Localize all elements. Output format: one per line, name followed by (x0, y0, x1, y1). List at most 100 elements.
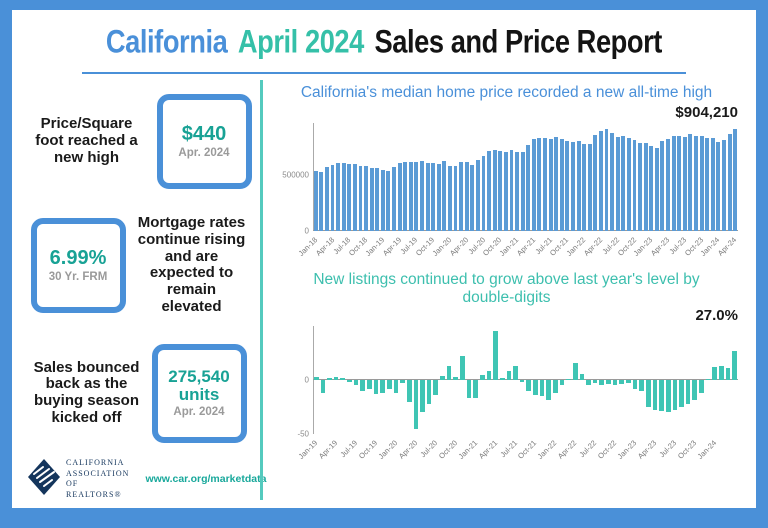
bar (679, 380, 684, 408)
bar (414, 162, 419, 232)
footer: CALIFORNIA ASSOCIATION OF REALTORS® www.… (24, 458, 266, 500)
bar (699, 380, 704, 394)
x-tick-label: Apr-22 (556, 438, 579, 461)
median-price-chart-title: California's median home price recorded … (300, 84, 713, 101)
bar (612, 380, 618, 386)
bar (519, 380, 525, 383)
bar (493, 331, 498, 381)
x-tick-label: Jul-23 (657, 438, 679, 460)
title-month: April 2024 (237, 23, 364, 60)
bar (654, 147, 659, 232)
x-tick-label: Jan-23 (615, 438, 639, 461)
new-listings-title-line2: double-digits (462, 288, 551, 306)
car-logo-icon (28, 458, 60, 500)
bar (626, 380, 631, 384)
x-tick-label: Apr-20 (396, 438, 420, 461)
stat-sales-units-text: Sales bounced back as the buying season … (33, 358, 140, 427)
bar (716, 141, 721, 232)
bar (464, 162, 469, 232)
y-tick-label: 500000 (282, 170, 309, 180)
bar (582, 144, 587, 232)
bar (626, 138, 631, 232)
bar (426, 380, 432, 404)
bar (498, 150, 503, 232)
bar (340, 377, 346, 381)
bar (313, 376, 319, 381)
bar (327, 377, 332, 381)
bar (369, 168, 374, 232)
bar (442, 161, 447, 232)
stat-price-per-sqft-caption: Apr. 2024 (178, 147, 230, 160)
stat-mortgage-rate-caption: 30 Yr. FRM (48, 271, 108, 284)
bar (699, 135, 704, 232)
bar (420, 380, 425, 413)
bar (705, 379, 711, 381)
marketdata-link[interactable]: www.car.org/marketdata (145, 473, 267, 486)
stat-sales-units: Sales bounced back as the buying season … (24, 343, 254, 443)
bar (546, 380, 551, 400)
bar (576, 140, 581, 232)
title-report: Sales and Price Report (374, 23, 663, 60)
bar (712, 367, 717, 381)
new-listings-y-axis (313, 326, 314, 435)
bar (347, 164, 352, 232)
bar (403, 161, 408, 232)
bar (513, 366, 518, 381)
bar (470, 164, 475, 232)
bar (531, 138, 536, 232)
bar (598, 130, 603, 232)
bar (440, 375, 445, 381)
bar (459, 161, 464, 232)
x-tick-label: Apr-21 (476, 438, 499, 461)
bar (599, 380, 605, 386)
bar (393, 380, 399, 394)
bar (543, 138, 547, 232)
bar (433, 380, 439, 396)
bar (586, 380, 591, 386)
bar (533, 380, 538, 396)
bar (559, 139, 564, 232)
bar (649, 145, 654, 232)
bar (677, 136, 682, 232)
bar (520, 151, 525, 232)
x-tick-label: Jan-22 (535, 438, 559, 461)
bar (358, 165, 363, 232)
bar (453, 376, 459, 381)
stat-price-per-sqft: Price/Square foot reached a new high $44… (24, 94, 254, 189)
bar (671, 136, 676, 232)
new-listings-chart: 27.0% 0 -50 (297, 307, 738, 439)
bar (392, 167, 396, 232)
median-price-x-axis-labels: Jan-18 Apr-18 Jul-18 Oct-18 Jan-19 Apr-19 Jul-… (296, 231, 738, 263)
bar (552, 380, 558, 394)
bar (727, 134, 732, 232)
bar (672, 380, 678, 411)
bar (380, 170, 385, 232)
bar (503, 151, 508, 232)
bar (733, 128, 738, 232)
bar (481, 155, 486, 232)
bar (324, 167, 329, 232)
bar (431, 162, 436, 232)
bar (380, 380, 385, 394)
x-tick-label: Jan-20 (376, 438, 400, 461)
bar (400, 380, 405, 384)
median-price-annotation: $904,210 (675, 104, 738, 122)
x-tick-label: Apr-19 (317, 438, 340, 461)
bar (486, 371, 492, 381)
bar (559, 380, 565, 386)
stat-price-per-sqft-box: $440 Apr. 2024 (156, 94, 252, 189)
bar (386, 380, 392, 389)
bar (453, 165, 458, 232)
bar (386, 170, 391, 232)
bar (526, 380, 532, 391)
bar (572, 362, 578, 381)
bar (515, 151, 519, 232)
bar (710, 138, 715, 232)
bar (397, 162, 402, 232)
bar (447, 166, 452, 232)
org-name: CALIFORNIA ASSOCIATION OF REALTORS® (66, 458, 129, 500)
stat-sales-units-box: 275,540 units Apr. 2024 (151, 343, 247, 443)
bar (643, 143, 648, 232)
bar (694, 135, 698, 232)
